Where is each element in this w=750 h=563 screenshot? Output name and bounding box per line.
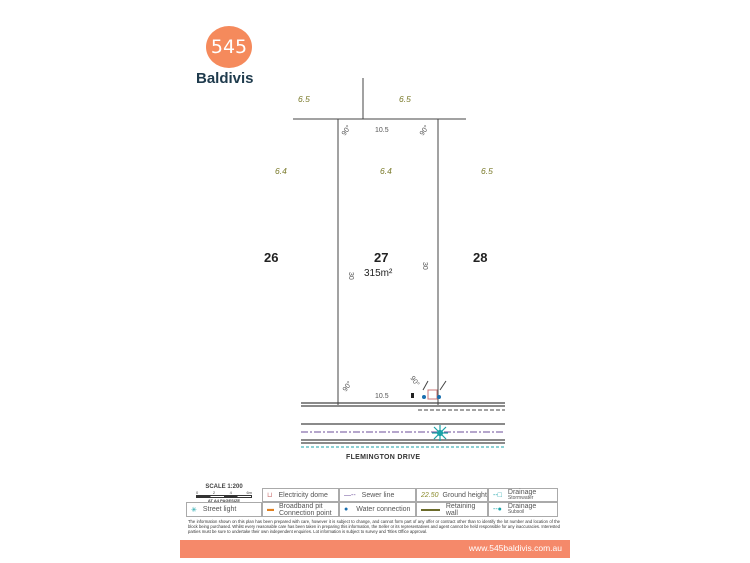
drainage-subsoil-icon: ‑‑● <box>493 506 502 513</box>
scale-title: SCALE 1:200 <box>205 484 243 490</box>
legend-drainage-stormwater: ‑‑□ Drainage Stormwater <box>488 488 558 502</box>
sewer-line-icon: —‑‑ <box>344 491 356 499</box>
ground-height: 6.4 <box>380 166 392 176</box>
angle-label: 90° <box>340 124 353 137</box>
retaining-wall-icon <box>421 508 440 511</box>
legend-street-light: ✳ Street light <box>186 502 262 517</box>
legend-label: Drainage <box>507 488 537 496</box>
dimension-right: 30 <box>421 262 428 270</box>
legend-label: Water connection <box>356 506 411 513</box>
legend-sublabel: Connection point <box>279 509 332 517</box>
water-drop-icon: ● <box>344 506 349 513</box>
legend-label: Retaining wall <box>445 502 476 517</box>
legend-label: Ground height <box>442 491 487 499</box>
legend-label: Street light <box>202 506 237 513</box>
electricity-dome-icon <box>427 389 438 400</box>
angle-label: 90° <box>341 380 354 393</box>
street-light-icon: ✳ <box>191 506 197 514</box>
scale-tick: 2 <box>212 490 216 495</box>
legend-drainage-subsoil: ‑‑● Drainage Subsoil <box>488 502 558 517</box>
ground-height-sample: 22.50 <box>421 491 439 499</box>
footer-bar: www.545baldivis.com.au <box>180 540 570 558</box>
lot-area: 315m² <box>364 268 393 279</box>
dimension-bottom: 10.5 <box>375 393 389 400</box>
legend-sewer-line: —‑‑ Sewer line <box>339 488 416 502</box>
dimension-top: 10.5 <box>375 127 389 134</box>
scale-note: AT A4 PAGESIZE <box>207 498 241 503</box>
legend-retaining-wall: Retaining wall <box>416 502 488 517</box>
water-drop-icon <box>437 395 441 399</box>
legend-sublabel: Stormwater <box>507 494 534 501</box>
street-name: FLEMINGTON DRIVE <box>346 454 420 461</box>
logo-number: 545 <box>210 36 248 58</box>
scale-tick: 0 <box>196 490 199 495</box>
broadband-pit-icon: ▬ <box>267 506 274 513</box>
legend-sublabel: Subsoil <box>507 509 525 515</box>
legend-label: Broadband pit <box>279 502 323 510</box>
water-drop-icon <box>422 395 426 399</box>
lot-number-26[interactable]: 26 <box>264 250 278 265</box>
dimension-left: 30 <box>347 272 354 280</box>
street-light-icon <box>432 425 448 441</box>
disclaimer: The information shown on this plan has b… <box>188 519 560 534</box>
scale-bar: SCALE 1:200 0 2 4 6m AT A4 PAGESIZE <box>196 484 252 503</box>
scale-tick: 4 <box>229 490 232 495</box>
angle-label: 90° <box>408 375 421 388</box>
angle-label: 90° <box>418 124 431 137</box>
ground-height: 6.5 <box>399 94 411 104</box>
scale-tick: 6m <box>246 490 252 495</box>
ground-height: 6.4 <box>275 166 287 176</box>
drainage-stormwater-icon: ‑‑□ <box>493 491 502 499</box>
legend-broadband-pit: ▬ Broadband pit Connection point <box>262 502 339 517</box>
lot-plan: 6.5 6.5 6.4 6.4 6.5 10.5 10.5 30 30 90° … <box>264 78 505 461</box>
legend-label: Electricity dome <box>278 491 328 499</box>
electricity-dome-icon: ⊔ <box>267 492 273 499</box>
legend-water-connection: ● Water connection <box>339 502 416 517</box>
ground-height: 6.5 <box>298 94 310 104</box>
legend-label: Drainage <box>507 503 537 510</box>
legend-ground-height: 22.50 Ground height <box>416 488 488 502</box>
website-link[interactable]: www.545baldivis.com.au <box>468 543 562 553</box>
broadband-pit-icon <box>411 393 414 398</box>
lot-number-27[interactable]: 27 <box>374 250 388 265</box>
legend-electricity-dome: ⊔ Electricity dome <box>262 488 339 502</box>
ground-height: 6.5 <box>481 166 493 176</box>
logo-name: Baldivis <box>196 70 254 87</box>
legend-label: Sewer line <box>361 491 395 499</box>
lot-number-28[interactable]: 28 <box>473 250 487 265</box>
legend: ⊔ Electricity dome —‑‑ Sewer line 22.50 Gro… <box>186 488 558 517</box>
logo: 545 <box>206 26 252 68</box>
